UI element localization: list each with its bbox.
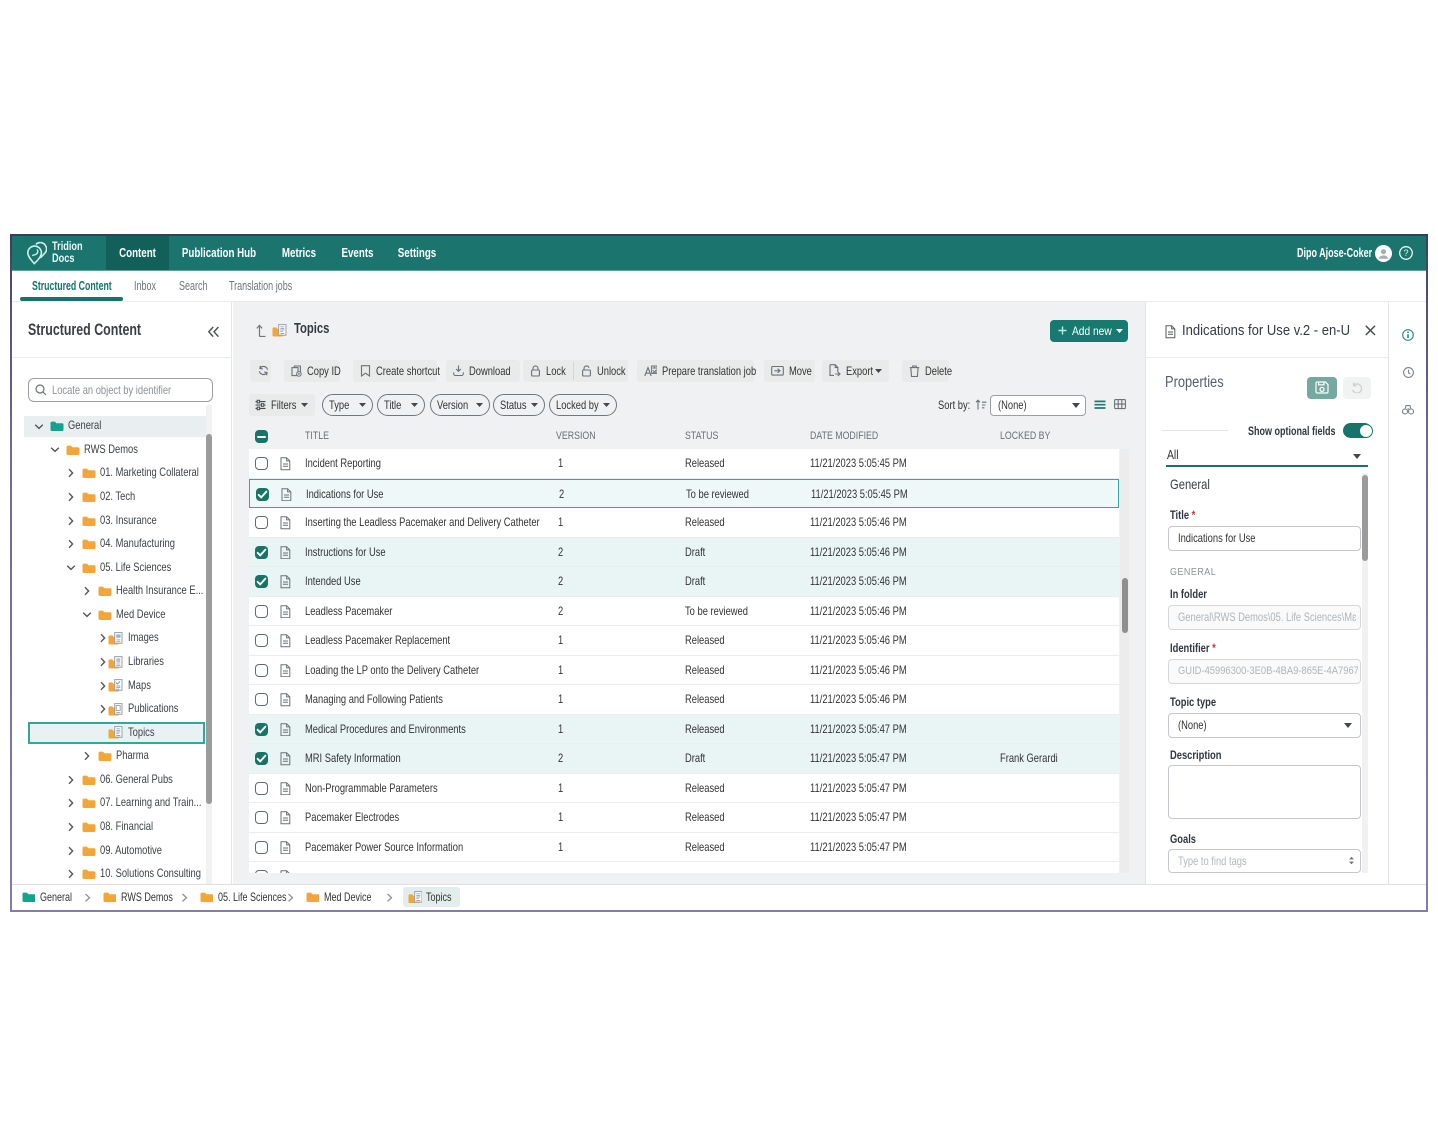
svg-text:?: ? bbox=[1403, 248, 1408, 258]
